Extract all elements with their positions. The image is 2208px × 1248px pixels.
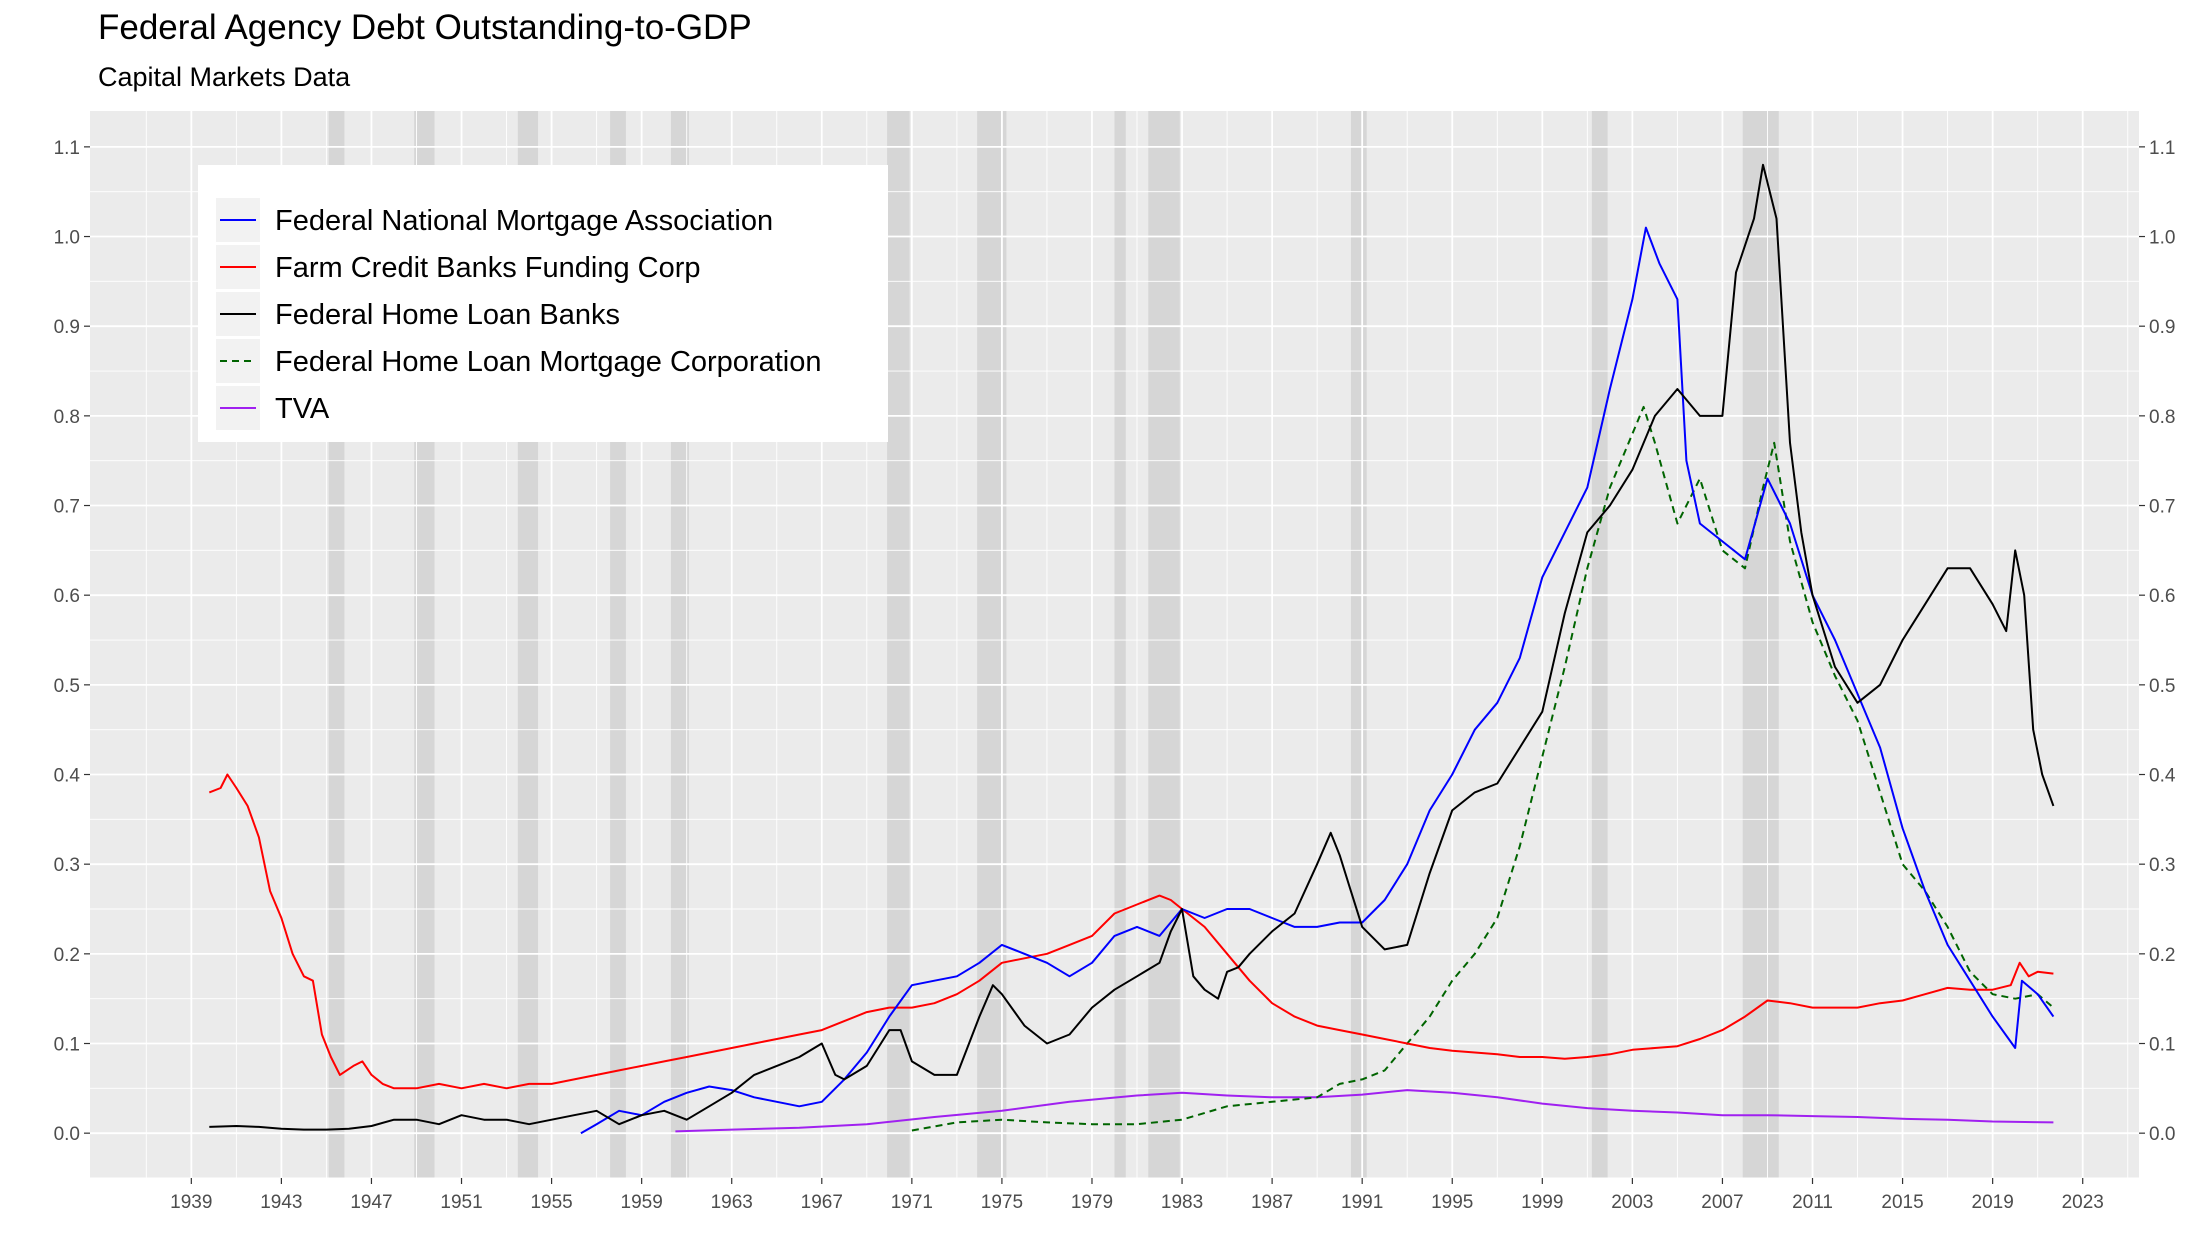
x-tick-label: 1967 xyxy=(801,1192,843,1213)
x-tick-label: 2007 xyxy=(1701,1192,1743,1213)
x-tick-label: 1975 xyxy=(981,1192,1023,1213)
recession-band-11 xyxy=(1742,111,1779,1178)
recession-band-8 xyxy=(1148,111,1180,1178)
legend-label: Federal Home Loan Mortgage Corporation xyxy=(275,346,821,378)
x-tick-label: 2015 xyxy=(1881,1192,1923,1213)
legend-label: Federal National Mortgage Association xyxy=(275,205,773,237)
y-tick-label-right: 0.2 xyxy=(2149,945,2175,966)
series-line-federal-home-loan-mortgage-corporation xyxy=(911,405,2055,1132)
y-tick-label-left: 0.8 xyxy=(54,407,80,428)
series-line-federal-home-loan-banks xyxy=(209,163,2055,1131)
x-tick-label: 1999 xyxy=(1521,1192,1563,1213)
recession-band-5 xyxy=(887,111,910,1178)
y-tick-label-left: 0.4 xyxy=(54,766,81,787)
y-tick-label-left: 0.1 xyxy=(54,1035,80,1056)
x-tick-label: 1939 xyxy=(170,1192,212,1213)
chart-title: Federal Agency Debt Outstanding-to-GDP xyxy=(98,8,752,47)
y-tick-label-left: 0.7 xyxy=(54,497,80,518)
series-lines xyxy=(208,163,2055,1135)
y-tick-label-right: 1.0 xyxy=(2149,228,2175,249)
x-tick-label: 1943 xyxy=(260,1192,302,1213)
legend-label: Farm Credit Banks Funding Corp xyxy=(275,252,701,284)
y-tick-label-left: 0.0 xyxy=(54,1124,80,1145)
series-line-tva xyxy=(675,1089,2054,1133)
y-tick-label-right: 0.0 xyxy=(2149,1124,2175,1145)
legend: Federal National Mortgage Association Far… xyxy=(198,165,888,442)
x-tick-label: 1987 xyxy=(1251,1192,1293,1213)
x-tick-label: 1963 xyxy=(711,1192,753,1213)
x-tick-label: 2023 xyxy=(2062,1192,2104,1213)
recession-band-9 xyxy=(1350,111,1367,1178)
y-tick-label-left: 0.6 xyxy=(54,586,80,607)
y-tick-label-left: 0.3 xyxy=(54,855,80,876)
y-tick-label-left: 1.0 xyxy=(54,228,80,249)
x-tick-label: 1951 xyxy=(440,1192,482,1213)
y-tick-label-right: 0.3 xyxy=(2149,855,2175,876)
x-tick-label: 1955 xyxy=(530,1192,572,1213)
x-tick-label: 2011 xyxy=(1792,1192,1833,1213)
chart-subtitle: Capital Markets Data xyxy=(98,62,351,92)
y-tick-label-right: 0.7 xyxy=(2149,497,2175,518)
series-line-federal-national-mortgage-association xyxy=(580,226,2055,1135)
x-tick-label: 2019 xyxy=(1972,1192,2014,1213)
y-tick-label-right: 0.8 xyxy=(2149,407,2175,428)
recession-band-7 xyxy=(1114,111,1126,1178)
recession-band-10 xyxy=(1591,111,1608,1178)
axes: 0.0 0.0 0.1 0.1 0.2 0.2 0.3 0.3 0.4 0.4 0.5 0.5 0.6 0… xyxy=(54,138,2176,1213)
x-tick-label: 1995 xyxy=(1431,1192,1473,1213)
y-tick-label-right: 0.1 xyxy=(2149,1035,2175,1056)
legend-label: TVA xyxy=(275,393,330,425)
y-tick-label-left: 1.1 xyxy=(54,138,80,159)
y-tick-label-right: 0.6 xyxy=(2149,586,2175,607)
y-tick-label-left: 0.9 xyxy=(54,317,80,338)
y-tick-label-left: 0.5 xyxy=(54,676,80,697)
series-line-farm-credit-banks-funding-corp xyxy=(208,773,2054,1090)
y-tick-label-right: 0.5 xyxy=(2149,676,2175,697)
legend-label: Federal Home Loan Banks xyxy=(275,299,620,331)
y-tick-label-left: 0.2 xyxy=(54,945,80,966)
y-tick-label-right: 0.4 xyxy=(2149,766,2176,787)
y-tick-label-right: 0.9 xyxy=(2149,317,2175,338)
legend-box xyxy=(198,165,888,442)
x-tick-label: 1947 xyxy=(350,1192,392,1213)
x-tick-label: 1971 xyxy=(891,1192,933,1213)
y-tick-label-right: 1.1 xyxy=(2149,138,2175,159)
x-tick-label: 1983 xyxy=(1161,1192,1203,1213)
x-tick-label: 1979 xyxy=(1071,1192,1113,1213)
x-tick-label: 1959 xyxy=(621,1192,663,1213)
x-tick-label: 2003 xyxy=(1611,1192,1653,1213)
x-tick-label: 1991 xyxy=(1341,1192,1383,1213)
